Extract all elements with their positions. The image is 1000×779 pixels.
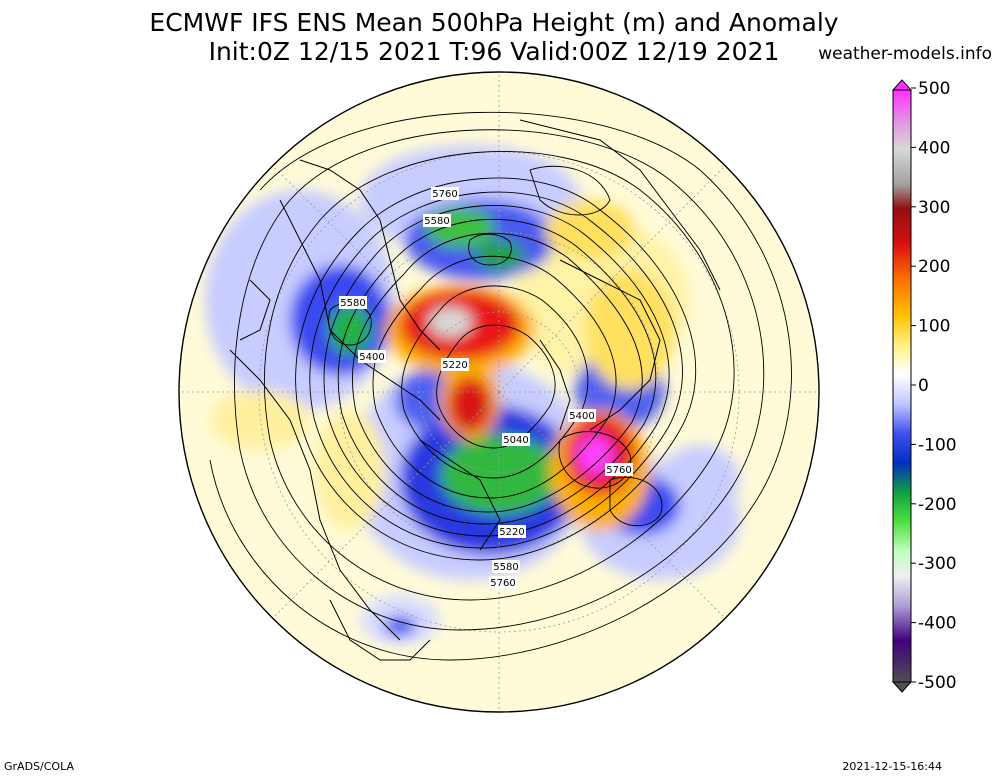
svg-text:5400: 5400 (359, 352, 384, 363)
map-title: ECMWF IFS ENS Mean 500hPa Height (m) and… (149, 8, 839, 37)
colorbar-tick-label: 300 (918, 198, 950, 218)
colorbar-tick-label: -500 (918, 673, 957, 693)
anomaly-field (179, 72, 819, 712)
svg-text:5580: 5580 (493, 562, 518, 573)
colorbar-top-arrow (891, 79, 913, 91)
contour-label: 5040 (502, 433, 530, 446)
colorbar-tick-label: -300 (918, 554, 957, 574)
height-contours (209, 111, 792, 661)
coastlines (229, 119, 721, 661)
contour-label: 5760 (489, 576, 517, 589)
svg-text:5580: 5580 (424, 216, 449, 227)
svg-text:5040: 5040 (503, 435, 528, 446)
svg-text:5760: 5760 (606, 465, 631, 476)
contour-label: 5580 (492, 560, 520, 573)
contour-label: 5580 (423, 214, 451, 227)
colorbar-tick-label: 500 (918, 79, 950, 99)
colorbar-tick-label: -200 (918, 495, 957, 515)
colorbar-tick-label: 100 (918, 317, 950, 337)
colorbar-ramp (892, 89, 912, 683)
contour-label: 5580 (339, 296, 367, 309)
colorbar-tick-label: 0 (918, 376, 929, 396)
svg-text:5760: 5760 (432, 189, 457, 200)
contour-label: 5400 (568, 409, 596, 422)
colorbar-tick-label: 400 (918, 138, 950, 158)
colorbar-tick-label: -100 (918, 435, 957, 455)
contour-label: 5760 (605, 463, 633, 476)
credit-label: GrADS/COLA (4, 760, 74, 773)
graticule (179, 72, 819, 712)
colorbar-tick-label: -400 (918, 614, 957, 634)
contour-label: 5400 (358, 350, 386, 363)
contour-label: 5220 (441, 358, 469, 371)
colorbar-bottom-arrow (891, 681, 913, 693)
svg-text:5220: 5220 (442, 360, 467, 371)
contour-label: 5760 (431, 187, 459, 200)
colorbar-tick-label: 200 (918, 257, 950, 277)
contour-label: 5220 (498, 525, 526, 538)
svg-text:5760: 5760 (490, 578, 515, 589)
map-subtitle: Init:0Z 12/15 2021 T:96 Valid:00Z 12/19 … (208, 37, 780, 66)
timestamp-label: 2021-12-15-16:44 (842, 760, 942, 773)
colorbar: 500 400 300 200 100 0 -100 -200 -300 -400 -500 (891, 79, 957, 693)
svg-text:5580: 5580 (340, 298, 365, 309)
svg-text:5220: 5220 (499, 527, 524, 538)
globe-outline (178, 71, 820, 713)
source-site-label: weather-models.info (818, 44, 992, 64)
contour-label-group: 5760 5580 5580 5400 5220 5400 5040 5760 (339, 187, 633, 589)
svg-text:5400: 5400 (569, 411, 594, 422)
